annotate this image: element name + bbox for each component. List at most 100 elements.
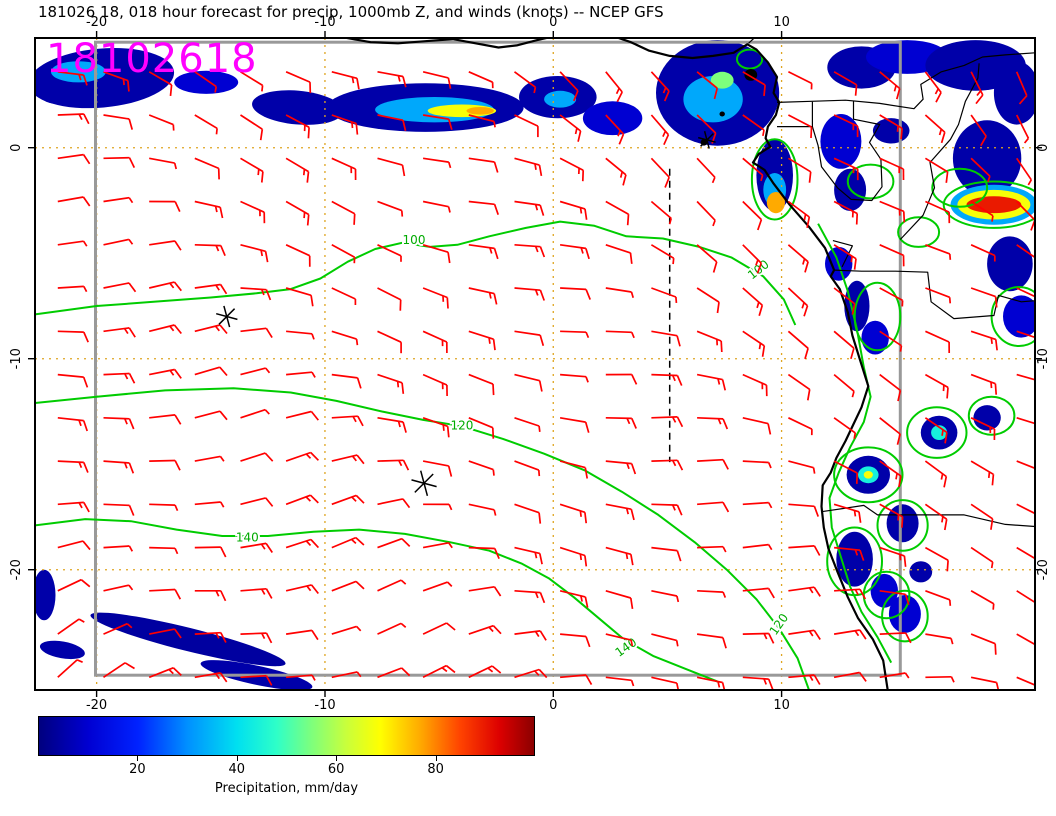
wind-barb [240,200,266,224]
wind-barb-flag [676,375,683,386]
wind-barb-flag [898,475,902,488]
wind-barb [149,240,182,251]
asterisk-marker [700,133,714,147]
wind-barb [422,157,452,169]
wind-barb-staff [879,373,901,392]
wind-barb-half-flag [941,429,944,436]
wind-barb-flag [810,126,813,139]
gridline-layer [35,38,1035,690]
wind-barb-flag [493,248,499,260]
wind-barb-flag [767,423,772,435]
wind-barb-staff [103,662,126,679]
wind-barb-flag [311,629,319,641]
wind-barb-half-flag [493,509,497,516]
wind-barb-flag [859,549,865,561]
wind-barb-staff [970,590,995,605]
wind-barb [879,546,907,567]
wind-barb-half-flag [579,553,583,561]
wind-barb-half-flag [215,590,220,597]
wind-barb-staff [742,416,769,425]
colorbar-tick [236,756,238,761]
wind-barb [468,373,495,396]
wind-barb-flag [493,293,498,305]
wind-barb [103,238,134,246]
wind-barb [514,416,541,433]
wind-barb-half-flag [168,668,174,675]
wind-barb [925,590,952,606]
wind-barb-flag [174,628,182,639]
wind-barb-staff [240,71,264,87]
wind-barb-flag [994,296,998,308]
wind-barb-staff [103,196,130,203]
wind-barb [559,460,589,479]
wind-barb [559,589,589,608]
wind-barb-flag [1041,471,1042,482]
precip-cell [39,640,85,660]
wind-barb-flag [946,560,949,572]
wind-barb [696,71,719,100]
wind-barb-staff [103,282,130,289]
precip-outline-contour [817,223,893,664]
wind-barb-staff [149,588,176,592]
wind-barb-half-flag [992,603,995,610]
wind-barb [513,71,537,94]
wind-barb-flag [402,498,411,509]
wind-barb [605,416,637,429]
wind-barb [788,417,813,436]
wind-barb [559,546,588,567]
model-domain-box [94,40,902,677]
wind-barb [970,460,995,486]
x-axis-label-bottom: 0 [549,698,557,713]
wind-barb-flag [663,90,670,102]
wind-barb-staff [924,546,949,562]
wind-barb-staff [331,580,357,592]
wind-barb-staff [468,71,493,83]
wind-barb [285,451,320,462]
wind-barb-flag [859,629,867,640]
wind-barb-staff [925,200,950,213]
wind-barb-staff [742,200,762,221]
wind-barb [605,503,635,521]
wind-barb-half-flag [122,78,125,86]
wind-barb [650,157,670,188]
wind-barb-half-flag [305,540,312,546]
wind-barb-staff [1016,287,1035,298]
marker-layer [216,131,716,496]
wind-barb-staff [925,287,951,299]
wind-barb-flag [309,494,319,504]
wind-barb [696,633,727,649]
wind-barb-flag [902,211,906,223]
wind-barb-half-flag [579,510,582,517]
wind-barb-flag [859,588,867,600]
wind-barb [103,156,136,168]
wind-barb-half-flag [215,673,220,680]
wind-barb [331,244,356,264]
wind-barb [924,503,948,531]
wind-barb-staff [697,589,724,593]
wind-barb [57,330,89,343]
wind-barb [285,584,319,595]
wind-barb [1015,157,1033,186]
wind-barb [285,71,312,94]
wind-barb [514,589,546,604]
wind-barb-flag [1042,426,1043,437]
wind-barb [331,580,365,592]
wind-barb-staff [57,659,78,678]
wind-barb-staff [194,157,220,170]
wind-barb [331,415,364,427]
wind-barb [57,70,88,86]
wind-barb-half-flag [763,633,768,640]
wind-barb-flag [946,387,949,399]
wind-barb-half-flag [987,471,991,478]
wind-barb [57,285,88,293]
wind-barb-half-flag [762,129,765,137]
wind-barb [650,200,673,225]
colorbar-tick-label: 20 [129,762,146,777]
wind-barb [103,545,134,552]
wind-barb-staff [285,410,312,419]
wind-barb-flag [630,508,635,521]
x-axis-label-top: -10 [314,15,335,30]
wind-barb-flag [713,87,719,100]
wind-barb [194,501,225,508]
